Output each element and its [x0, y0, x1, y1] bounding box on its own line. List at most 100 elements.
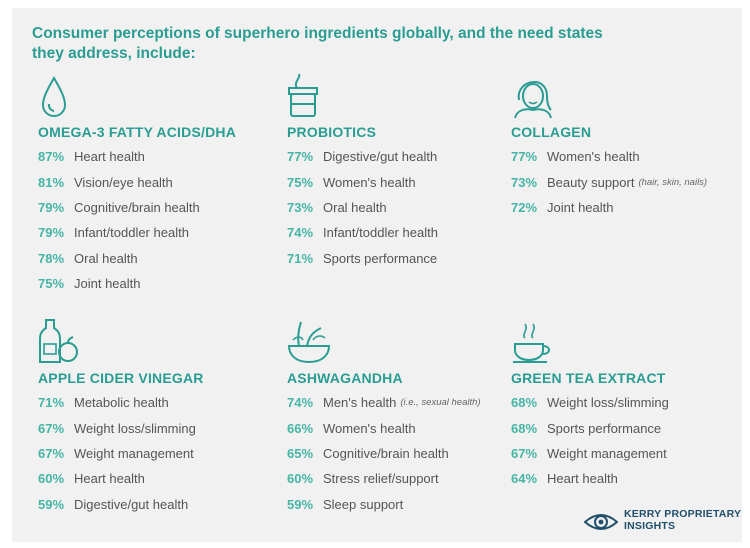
percentage: 64%: [511, 471, 538, 487]
percentage: 79%: [38, 225, 65, 241]
need-state-item: 59% Digestive/gut health: [38, 492, 196, 517]
eye-icon: [584, 514, 618, 530]
need-state-item: 68% Sports performance: [511, 415, 669, 440]
percentage: 75%: [287, 174, 314, 190]
need-state-item: 79% Cognitive/brain health: [38, 195, 200, 220]
need-state-item: 74% Men's health (i.e., sexual health): [287, 390, 481, 415]
need-state-item: 71% Sports performance: [287, 246, 438, 271]
need-state-label: Vision/eye health: [74, 174, 173, 190]
need-states-list: 87% Heart health 81% Vision/eye health 79% Co…: [38, 144, 200, 296]
need-state-item: 77% Digestive/gut health: [287, 144, 438, 169]
percentage: 60%: [38, 471, 65, 487]
ingredient-heading: GREEN TEA EXTRACT: [511, 370, 666, 386]
need-states-list: 77% Digestive/gut health 75% Women's health…: [287, 144, 438, 271]
percentage: 74%: [287, 225, 314, 241]
herb-bowl-icon: [287, 318, 335, 364]
need-state-label: Weight loss/slimming: [547, 395, 669, 411]
need-state-item: 60% Heart health: [38, 466, 196, 491]
need-state-label: Joint health: [74, 276, 141, 292]
ingredient-heading: ASHWAGANDHA: [287, 370, 403, 386]
need-state-item: 68% Weight loss/slimming: [511, 390, 669, 415]
need-state-label: Women's health: [547, 149, 640, 165]
need-state-item: 75% Joint health: [38, 271, 200, 296]
need-state-label: Infant/toddler health: [74, 225, 189, 241]
percentage: 72%: [511, 199, 538, 215]
need-state-label: Infant/toddler health: [323, 225, 438, 241]
percentage: 67%: [511, 445, 538, 461]
vinegar-bottle-apple-icon: [38, 318, 86, 364]
percentage: 59%: [38, 496, 65, 512]
percentage: 68%: [511, 420, 538, 436]
need-state-label: Oral health: [74, 250, 138, 266]
need-state-item: 67% Weight loss/slimming: [38, 415, 196, 440]
need-state-item: 71% Metabolic health: [38, 390, 196, 415]
percentage: 65%: [287, 445, 314, 461]
logo-line2: INSIGHTS: [624, 520, 676, 532]
need-state-item: 64% Heart health: [511, 466, 669, 491]
percentage: 66%: [287, 420, 314, 436]
logo-text: KERRY PROPRIETARY INSIGHTS: [624, 508, 741, 532]
need-state-label: Sports performance: [547, 420, 662, 436]
need-states-list: 77% Women's health 73% Beauty support (hair,…: [511, 144, 707, 220]
need-state-label: Weight loss/slimming: [74, 420, 196, 436]
need-state-label: Cognitive/brain health: [74, 199, 200, 215]
need-state-item: 77% Women's health: [511, 144, 707, 169]
need-state-label: Weight management: [74, 445, 194, 461]
need-state-item: 67% Weight management: [511, 441, 669, 466]
ingredient-heading: COLLAGEN: [511, 124, 592, 140]
percentage: 77%: [511, 149, 538, 165]
percentage: 87%: [38, 149, 65, 165]
need-state-label: Heart health: [74, 149, 145, 165]
need-state-label: Beauty support: [547, 174, 635, 190]
need-state-item: 75% Women's health: [287, 169, 438, 194]
woman-face-icon: [511, 74, 559, 120]
need-state-item: 78% Oral health: [38, 246, 200, 271]
page-title: Consumer perceptions of superhero ingred…: [32, 25, 603, 62]
ingredient-heading: OMEGA-3 FATTY ACIDS/DHA: [38, 124, 237, 140]
need-state-item: 67% Weight management: [38, 441, 196, 466]
need-state-item: 81% Vision/eye health: [38, 169, 200, 194]
percentage: 78%: [38, 250, 65, 266]
need-state-item: 74% Infant/toddler health: [287, 220, 438, 245]
need-state-note: (hair, skin, nails): [638, 176, 708, 188]
need-states-list: 68% Weight loss/slimming 68% Sports perform…: [511, 390, 669, 492]
percentage: 74%: [287, 395, 314, 411]
need-state-label: Digestive/gut health: [323, 149, 438, 165]
tea-cup-icon: [511, 318, 559, 364]
need-state-item: 79% Infant/toddler health: [38, 220, 200, 245]
need-state-label: Women's health: [323, 174, 416, 190]
need-state-label: Cognitive/brain health: [323, 445, 449, 461]
percentage: 75%: [38, 276, 65, 292]
need-state-label: Heart health: [74, 471, 145, 487]
need-state-label: Sports performance: [323, 250, 438, 266]
percentage: 67%: [38, 420, 65, 436]
percentage: 73%: [287, 199, 314, 215]
need-state-label: Men's health: [323, 395, 397, 411]
need-state-item: 73% Beauty support (hair, skin, nails): [511, 169, 707, 194]
kerry-logo: KERRY PROPRIETARY INSIGHTS: [584, 508, 744, 540]
ingredient-heading: APPLE CIDER VINEGAR: [38, 370, 204, 386]
need-state-note: (i.e., sexual health): [400, 397, 481, 409]
need-state-label: Joint health: [547, 199, 614, 215]
need-state-label: Digestive/gut health: [74, 496, 189, 512]
need-state-item: 59% Sleep support: [287, 492, 481, 517]
need-state-item: 65% Cognitive/brain health: [287, 441, 481, 466]
need-state-label: Sleep support: [323, 496, 404, 512]
percentage: 79%: [38, 199, 65, 215]
ingredient-heading: PROBIOTICS: [287, 124, 377, 140]
need-state-label: Heart health: [547, 471, 618, 487]
percentage: 71%: [287, 250, 314, 266]
logo-line1: KERRY PROPRIETARY: [624, 508, 742, 520]
infographic-panel: [12, 8, 742, 542]
percentage: 60%: [287, 471, 314, 487]
percentage: 77%: [287, 149, 314, 165]
need-state-label: Women's health: [323, 420, 416, 436]
percentage: 68%: [511, 395, 538, 411]
percentage: 67%: [38, 445, 65, 461]
need-state-label: Metabolic health: [74, 395, 169, 411]
need-state-label: Weight management: [547, 445, 667, 461]
percentage: 73%: [511, 174, 538, 190]
yogurt-jar-icon: [287, 73, 335, 120]
need-state-item: 87% Heart health: [38, 144, 200, 169]
need-state-label: Oral health: [323, 199, 387, 215]
